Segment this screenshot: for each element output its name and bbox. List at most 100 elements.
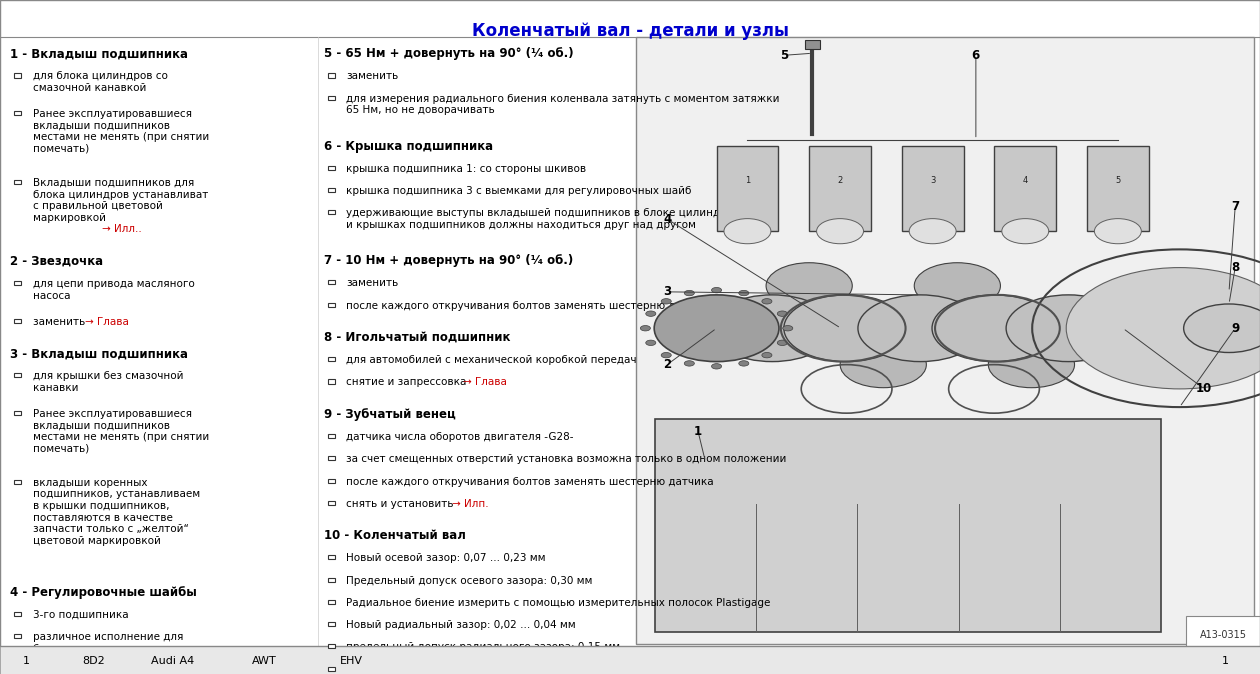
Text: после каждого откручивания болтов заменять шестерню датчика: после каждого откручивания болтов заменя… (346, 477, 714, 487)
Text: 3 - Вкладыш подшипника: 3 - Вкладыш подшипника (10, 347, 188, 360)
Circle shape (988, 342, 1075, 388)
Text: 2: 2 (663, 358, 672, 371)
Text: 4: 4 (663, 212, 672, 226)
Bar (14, 411, 21, 415)
Circle shape (662, 299, 672, 304)
Text: 10 - Коленчатый вал: 10 - Коленчатый вал (324, 529, 466, 542)
Text: 7: 7 (1231, 200, 1240, 214)
Text: заменить: заменить (346, 71, 398, 82)
Circle shape (777, 311, 788, 316)
Text: вкладыши коренных
подшипников, устанавливаем
в крышки подшипников,
поставляются : вкладыши коренных подшипников, устанавли… (33, 478, 200, 546)
Bar (636, 37, 1254, 644)
Bar (328, 600, 335, 604)
Text: Ранее эксплуатировавшиеся
вкладыши подшипников
местами не менять (при снятии
пом: Ранее эксплуатировавшиеся вкладыши подши… (33, 109, 209, 154)
Text: Коленчатый вал - детали и узлы: Коленчатый вал - детали и узлы (471, 22, 789, 40)
Text: различное исполнение для
блока цилиндров и крышки
подшипника: различное исполнение для блока цилиндров… (33, 632, 186, 665)
Text: для блока цилиндров со
смазочной канавкой: для блока цилиндров со смазочной канавко… (33, 71, 168, 93)
Text: крышка подшипника 1: со стороны шкивов: крышка подшипника 1: со стороны шкивов (346, 164, 587, 174)
Text: предельный допуск радиального зазора: 0,15 мм: предельный допуск радиального зазора: 0,… (346, 642, 620, 652)
Text: 1: 1 (694, 425, 702, 438)
Bar (328, 578, 335, 582)
Text: для измерения радиального биения коленвала затянуть с моментом затяжки
65 Нм, но: для измерения радиального биения коленва… (346, 94, 780, 115)
Text: 3: 3 (930, 176, 935, 185)
Circle shape (840, 342, 926, 388)
Bar (328, 166, 335, 170)
Text: снятие и запрессовка: снятие и запрессовка (346, 377, 470, 388)
Bar (655, 419, 1162, 632)
Circle shape (684, 290, 694, 296)
Circle shape (738, 290, 748, 296)
Circle shape (1002, 218, 1048, 244)
Bar (328, 555, 335, 559)
Text: 8 - Игольчатый подшипник: 8 - Игольчатый подшипник (324, 331, 510, 344)
Text: При замере радиального зазора коленчатый вал не перекручивать: При замере радиального зазора коленчатый… (346, 665, 721, 674)
Text: 3: 3 (663, 285, 672, 299)
Text: для цепи привода масляного
насоса: для цепи привода масляного насоса (33, 279, 194, 301)
Bar (994, 146, 1056, 231)
Circle shape (712, 364, 722, 369)
Text: для крышки без смазочной
канавки: для крышки без смазочной канавки (33, 371, 183, 393)
Text: 3-го подшипника: 3-го подшипника (33, 610, 129, 620)
Circle shape (932, 295, 1057, 361)
Text: крышка подшипника 3 с выемками для регулировочных шайб: крышка подшипника 3 с выемками для регул… (346, 186, 692, 196)
Circle shape (858, 295, 983, 361)
Circle shape (724, 218, 771, 244)
Text: 6 - Крышка подшипника: 6 - Крышка подшипника (324, 140, 493, 152)
Text: снять и установить: снять и установить (346, 499, 457, 509)
Bar (328, 501, 335, 505)
Bar (14, 281, 21, 285)
Text: 9: 9 (1231, 321, 1240, 335)
Text: 2 - Звездочка: 2 - Звездочка (10, 255, 103, 268)
Text: заменить: заменить (346, 278, 398, 288)
Bar (809, 146, 871, 231)
Bar (328, 379, 335, 384)
Text: датчика числа оборотов двигателя -G28-: датчика числа оборотов двигателя -G28- (346, 432, 575, 442)
Text: Новый радиальный зазор: 0,02 … 0,04 мм: Новый радиальный зазор: 0,02 … 0,04 мм (346, 620, 576, 630)
Circle shape (640, 326, 650, 331)
Text: Ранее эксплуатировавшиеся
вкладыши подшипников
местами не менять (при снятии
пом: Ранее эксплуатировавшиеся вкладыши подши… (33, 409, 209, 454)
Text: → Илп.: → Илп. (679, 301, 716, 311)
Text: 5: 5 (780, 49, 789, 62)
Bar (328, 210, 335, 214)
Circle shape (777, 340, 788, 346)
Circle shape (1005, 295, 1131, 361)
Bar (14, 111, 21, 115)
Bar (805, 40, 820, 49)
Text: удерживающие выступы вкладышей подшипников в блоке цилиндров
и крышках подшипник: удерживающие выступы вкладышей подшипник… (346, 208, 740, 230)
Circle shape (816, 218, 863, 244)
Bar (328, 434, 335, 438)
Bar (328, 456, 335, 460)
Circle shape (910, 218, 956, 244)
Text: → Илп.: → Илп. (452, 499, 489, 509)
Circle shape (662, 353, 672, 358)
Bar (14, 319, 21, 323)
Circle shape (684, 361, 694, 366)
Text: 5: 5 (1115, 176, 1120, 185)
Bar (14, 634, 21, 638)
Text: 5 - 65 Нм + довернуть на 90° (¹⁄₄ об.): 5 - 65 Нм + довернуть на 90° (¹⁄₄ об.) (324, 47, 573, 60)
Bar (328, 303, 335, 307)
Bar (328, 96, 335, 100)
Circle shape (654, 295, 779, 361)
Bar (328, 479, 335, 483)
Bar (717, 146, 779, 231)
Bar (14, 373, 21, 377)
Text: 4: 4 (1023, 176, 1028, 185)
Circle shape (646, 340, 656, 346)
Text: 1 - Вкладыш подшипника: 1 - Вкладыш подшипника (10, 47, 188, 60)
Bar (328, 644, 335, 648)
Circle shape (784, 295, 908, 361)
Circle shape (762, 299, 772, 304)
Text: 10: 10 (1196, 382, 1212, 396)
Circle shape (712, 287, 722, 293)
Text: 8D2: 8D2 (82, 656, 105, 665)
Circle shape (782, 326, 793, 331)
Text: 8: 8 (1231, 261, 1240, 274)
Text: 2: 2 (838, 176, 843, 185)
Text: Предельный допуск осевого зазора: 0,30 мм: Предельный допуск осевого зазора: 0,30 м… (346, 576, 593, 586)
Bar (14, 73, 21, 78)
Circle shape (646, 311, 656, 316)
Circle shape (1183, 304, 1260, 353)
Text: 9 - Зубчатый венец: 9 - Зубчатый венец (324, 408, 456, 421)
Text: за счет смещенных отверстий установка возможна только в одном положении: за счет смещенных отверстий установка во… (346, 454, 788, 464)
